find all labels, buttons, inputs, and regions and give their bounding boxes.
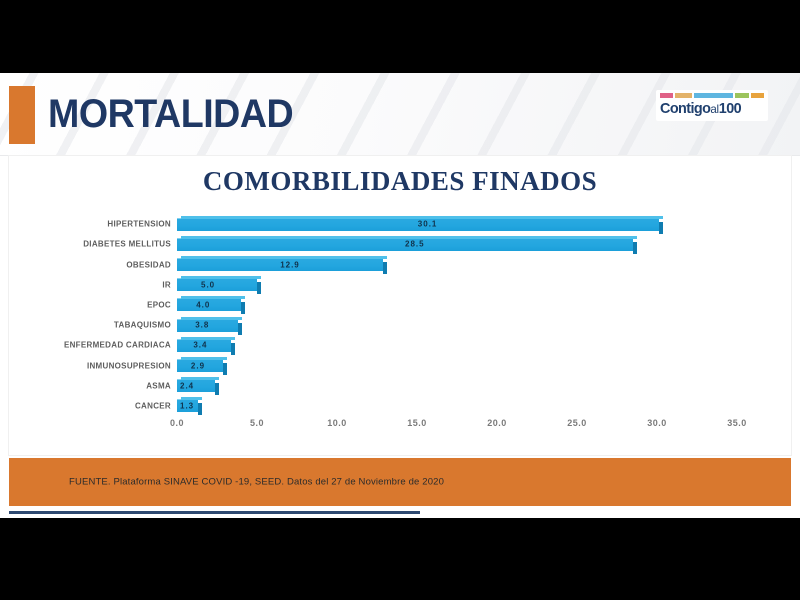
chart-category-label: INMUNOSUPRESION <box>86 361 171 370</box>
chart-bar[interactable] <box>177 235 637 254</box>
chart-bar-value-label: 2.4 <box>180 381 195 391</box>
chart-bar-value-label: 28.5 <box>405 239 425 249</box>
chart-category-label: HIPERTENSION <box>107 219 171 229</box>
presentation-slide: MORTALIDAD Contigoal100 COMORBILIDADES F… <box>0 73 800 518</box>
chart-bar-value-label: 30.1 <box>417 219 438 229</box>
chart-bar-value-label: 1.3 <box>180 401 195 411</box>
chart-x-tick-label: 0.0 <box>169 418 185 428</box>
chart-bar-row[interactable]: 1.3 <box>177 397 202 416</box>
chart-x-tick-label: 5.0 <box>249 418 265 428</box>
chart-category-label: EPOC <box>147 300 171 310</box>
logo-color-bar <box>693 93 733 98</box>
chart-x-axis: 0.0 5.0 10.0 15.0 20.0 25.0 30.0 35.0 <box>170 418 746 438</box>
bottom-rule <box>9 511 420 514</box>
chart-bar-row[interactable]: 5.0 <box>177 276 261 295</box>
logo-color-bar <box>674 93 692 98</box>
chart-x-tick-label: 10.0 <box>327 418 347 428</box>
logo-word-contigo: Contigo <box>660 100 711 117</box>
chart-category-label: TABAQUISMO <box>113 320 171 330</box>
chart-x-tick-label: 15.0 <box>407 418 427 428</box>
chart-bar-row[interactable]: 2.4 <box>177 377 220 396</box>
slide-header: MORTALIDAD Contigoal100 <box>0 73 800 156</box>
chart-x-tick-label: 25.0 <box>567 418 587 428</box>
chart-x-tick-label: 20.0 <box>487 418 507 428</box>
chart-bar[interactable] <box>177 357 228 375</box>
logo-color-bars <box>660 93 765 98</box>
chart-bar-row[interactable]: 30.1 <box>177 215 663 234</box>
logo-word-100: 100 <box>718 100 742 117</box>
chart-container: COMORBILIDADES FINADOS HIPERTENSION DIABE… <box>9 156 791 455</box>
logo-color-bar <box>660 93 673 98</box>
chart-category-label: OBESIDAD <box>126 260 171 269</box>
logo-color-bar <box>751 93 765 98</box>
chart-bar[interactable] <box>177 296 245 315</box>
chart-bar-value-label: 3.4 <box>193 340 208 350</box>
chart-x-tick-label: 35.0 <box>727 418 747 428</box>
chart-bar-row[interactable]: 3.8 <box>177 316 242 335</box>
brand-logo: Contigoal100 <box>656 90 768 121</box>
chart-bar[interactable] <box>177 397 202 416</box>
page-title: MORTALIDAD <box>48 92 294 136</box>
logo-wordmark: Contigoal100 <box>660 101 760 117</box>
chart-bar[interactable] <box>177 215 663 234</box>
chart-category-label: IR <box>162 280 171 290</box>
chart-bar-row[interactable]: 3.4 <box>177 336 236 355</box>
chart-category-label: ASMA <box>146 381 171 391</box>
chart-category-label: CANCER <box>134 401 171 411</box>
chart-bar[interactable] <box>177 276 261 295</box>
chart-bar-value-label: 4.0 <box>196 300 211 310</box>
header-accent-bar <box>9 86 35 144</box>
chart-bar-row[interactable]: 12.9 <box>177 256 388 274</box>
chart-bar-row[interactable]: 28.5 <box>177 235 637 254</box>
chart-category-label: ENFERMEDAD CARDIACA <box>63 340 171 350</box>
chart-plot-area: 30.1 28.5 12.9 5.0 4.0 3.8 3.4 2.9 2.4 1.3 <box>177 214 737 416</box>
chart-category-label: DIABETES MELLITUS <box>83 239 171 249</box>
chart-bar-value-label: 2.9 <box>190 361 206 370</box>
chart-bar-value-label: 5.0 <box>201 280 216 290</box>
chart-bar[interactable] <box>177 336 236 355</box>
source-band: FUENTE. Plataforma SINAVE COVID -19, SEE… <box>9 458 791 506</box>
chart-bar-row[interactable]: 2.9 <box>177 357 228 375</box>
source-note: FUENTE. Plataforma SINAVE COVID -19, SEE… <box>69 476 445 488</box>
logo-color-bar <box>734 93 750 98</box>
chart-bar[interactable] <box>177 316 242 335</box>
chart-x-tick-label: 30.0 <box>647 418 667 428</box>
chart-category-axis: HIPERTENSION DIABETES MELLITUS OBESIDAD IR E… <box>9 214 177 416</box>
chart-bar[interactable] <box>177 256 388 274</box>
chart-bar-row[interactable]: 4.0 <box>177 296 245 315</box>
chart-bar-value-label: 12.9 <box>280 260 300 269</box>
chart-bar[interactable] <box>177 377 220 396</box>
chart-title: COMORBILIDADES FINADOS <box>202 166 598 196</box>
chart-bar-value-label: 3.8 <box>195 320 210 330</box>
logo-word-al: al <box>710 102 719 116</box>
